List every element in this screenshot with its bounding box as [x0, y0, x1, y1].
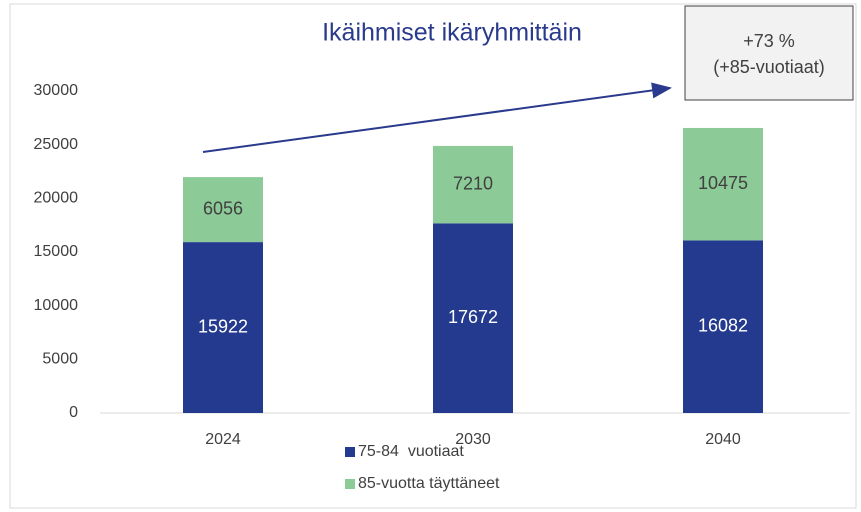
x-tick-label: 2030 [455, 431, 491, 448]
bar-segment [433, 223, 513, 413]
y-tick-label: 20000 [34, 190, 79, 207]
bar-segment [683, 127, 763, 241]
data-label: 7210 [453, 173, 493, 193]
trend-arrow [202, 82, 672, 153]
bar-segment [183, 177, 263, 243]
data-label: 16082 [698, 315, 748, 335]
annotation-text: +73 % [743, 31, 795, 51]
bar-segment [183, 242, 263, 413]
legend-label: 85-vuotta täyttäneet [358, 475, 500, 492]
y-tick-label: 15000 [34, 243, 79, 260]
data-label: 6056 [203, 198, 243, 218]
data-label: 17672 [448, 307, 498, 327]
data-label: 15922 [198, 316, 248, 336]
y-tick-label: 10000 [34, 297, 79, 314]
legend-swatch [345, 479, 355, 489]
bar-segment [433, 145, 513, 224]
bar-segment [683, 240, 763, 413]
x-tick-label: 2024 [205, 431, 241, 448]
y-tick-label: 25000 [34, 136, 79, 153]
legend-swatch [345, 447, 355, 457]
legend-label: 75-84 vuotiaat [358, 443, 464, 460]
annotation-text: (+85-vuotiaat) [713, 57, 825, 77]
y-tick-label: 0 [69, 404, 78, 421]
chart-title: Ikäihmiset ikäryhmittäin [322, 19, 582, 47]
data-label: 10475 [698, 173, 748, 193]
annotation-box [684, 5, 854, 101]
x-tick-label: 2040 [705, 431, 741, 448]
y-tick-label: 5000 [42, 351, 78, 368]
y-tick-label: 30000 [34, 82, 79, 99]
